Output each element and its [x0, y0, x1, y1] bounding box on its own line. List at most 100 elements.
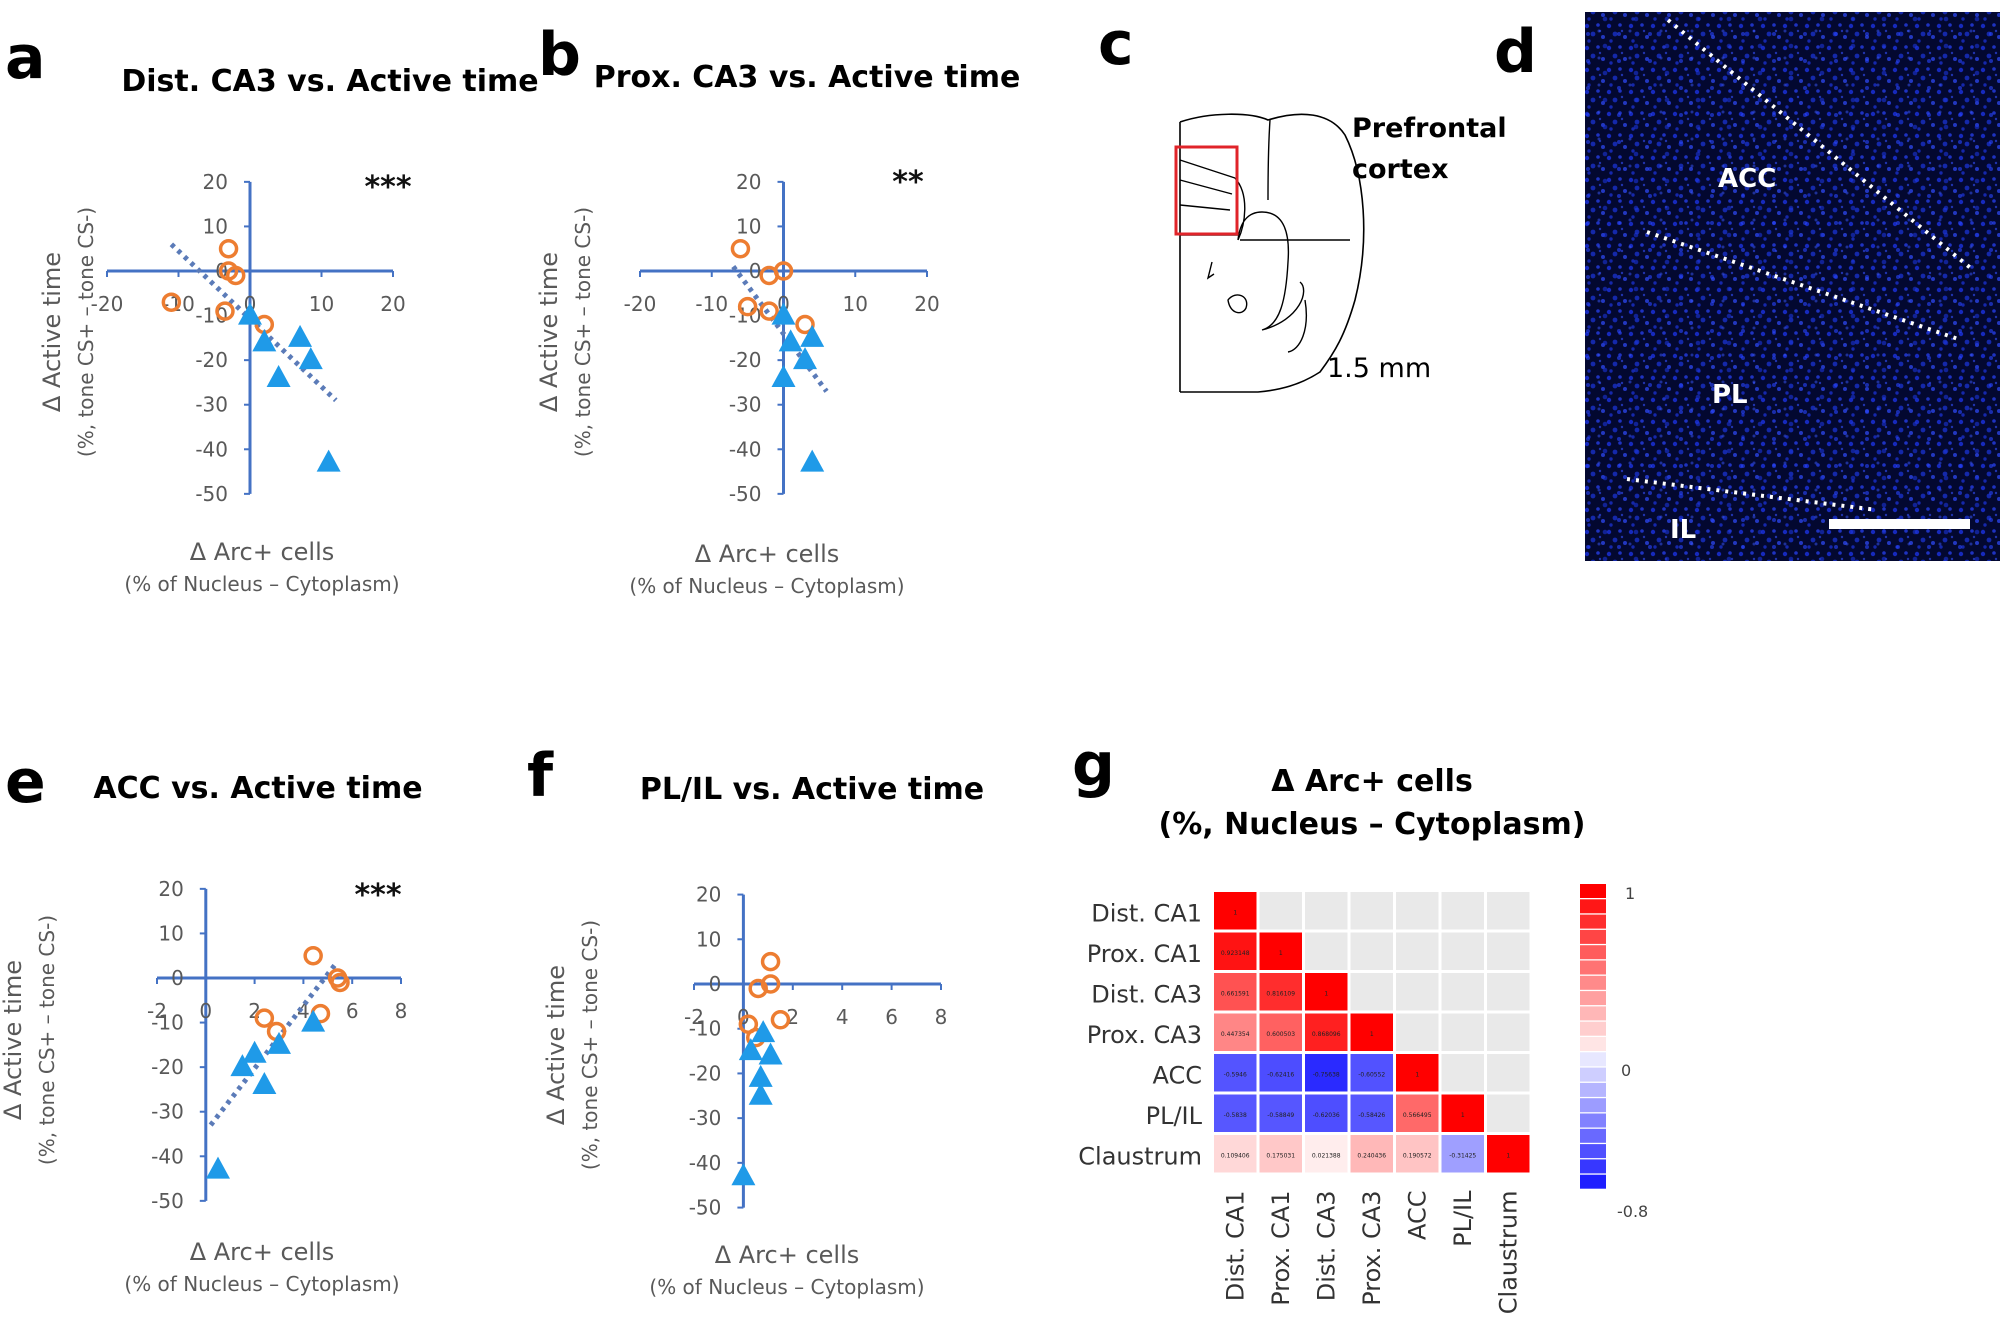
heatmap-cell-value: 1 — [1279, 950, 1283, 957]
x-tick-label: 8 — [935, 1005, 948, 1029]
x-axis-sublabel: (% of Nucleus – Cytoplasm) — [629, 574, 904, 598]
heatmap-cell — [1396, 973, 1439, 1011]
heatmap-cell-value: 0.566495 — [1403, 1112, 1432, 1119]
colorbar-swatch — [1580, 1067, 1606, 1082]
scatter-chart-a: Dist. CA3 vs. Active time***-20-10010202… — [38, 64, 539, 596]
heatmap-cell — [1441, 1054, 1484, 1092]
y-axis-label: Δ Active time — [542, 965, 570, 1125]
heatmap-cell — [1214, 1094, 1257, 1132]
data-point-triangle — [748, 1064, 773, 1087]
data-point-triangle — [230, 1054, 255, 1077]
heatmap-cell-value: 1 — [1506, 1152, 1510, 1159]
data-point-triangle — [266, 364, 291, 387]
heatmap-row-label: Dist. CA1 — [1091, 899, 1202, 927]
heatmap-cell-value: 0.190572 — [1403, 1152, 1432, 1159]
heatmap-cell — [1350, 1094, 1393, 1132]
brain-midline-notch — [1206, 261, 1215, 280]
colorbar-swatch — [1580, 1128, 1606, 1143]
heatmap-row-label: Prox. CA1 — [1087, 940, 1202, 968]
y-tick-label: -10 — [195, 304, 228, 328]
label-acc: ACC — [1718, 164, 1776, 194]
y-tick-label: -50 — [195, 482, 228, 506]
heatmap-cell — [1305, 1135, 1348, 1173]
x-axis-sublabel: (% of Nucleus – Cytoplasm) — [124, 1272, 399, 1296]
brain-ventricle — [1227, 294, 1248, 314]
scale-bar — [1829, 519, 1970, 529]
heatmap-cell-value: 0.600503 — [1266, 1031, 1295, 1038]
chart-title: Prox. CA3 vs. Active time — [594, 60, 1021, 95]
y-tick-label: -40 — [151, 1144, 184, 1168]
heatmap-cell — [1441, 1094, 1484, 1132]
y-axis-sublabel: (%, tone CS+ – tone CS-) — [578, 920, 602, 1170]
boundary-line-1 — [1666, 18, 1975, 272]
heatmap-cell-value: -0.58426 — [1358, 1112, 1385, 1119]
heatmap-cell-value: -0.62416 — [1267, 1071, 1294, 1078]
heatmap-cell — [1396, 1013, 1439, 1051]
heatmap-row-label: PL/IL — [1146, 1102, 1203, 1130]
heatmap-cell — [1259, 1054, 1302, 1092]
data-point-triangle — [267, 1031, 291, 1054]
heatmap-cell — [1487, 1094, 1530, 1132]
panel-label-g: g — [1072, 730, 1115, 800]
x-tick-label: 4 — [836, 1005, 849, 1029]
heatmap-cell — [1214, 973, 1257, 1011]
data-point-triangle — [316, 449, 341, 472]
colorbar-swatch — [1580, 929, 1606, 944]
x-tick-label: -20 — [91, 292, 124, 316]
heatmap-col-label: ACC — [1403, 1191, 1431, 1241]
data-point-triangle — [206, 1156, 230, 1179]
heatmap-cell-value: 1 — [1233, 909, 1237, 916]
heatmap-row-label: Dist. CA3 — [1091, 980, 1202, 1008]
x-tick-label: -2 — [147, 999, 167, 1023]
data-point-triangle — [301, 1009, 326, 1032]
heatmap-cell — [1441, 932, 1484, 970]
heatmap-cell-value: 1 — [1461, 1112, 1465, 1119]
heatmap-cell — [1396, 1054, 1439, 1092]
y-tick-label: -30 — [729, 393, 762, 417]
data-point-triangle — [731, 1163, 756, 1186]
micrograph-overlay — [1585, 12, 2000, 561]
data-point-circle — [218, 238, 239, 259]
trendline — [731, 265, 829, 393]
x-axis-sublabel: (% of Nucleus – Cytoplasm) — [124, 572, 399, 596]
y-tick-label: 20 — [158, 877, 183, 901]
heatmap-cell — [1214, 932, 1257, 970]
heatmap-cell — [1487, 973, 1530, 1011]
y-tick-label: -10 — [151, 1011, 184, 1035]
chart-title: ACC vs. Active time — [93, 771, 422, 806]
y-tick-label: -40 — [195, 437, 228, 461]
heatmap-cell-value: 0.661591 — [1221, 990, 1250, 997]
data-point-circle — [770, 1010, 791, 1030]
colorbar-label-max: 1 — [1625, 884, 1635, 903]
colorbar-swatch — [1580, 884, 1606, 898]
y-tick-label: 0 — [171, 966, 184, 990]
data-point-triangle — [288, 324, 313, 347]
y-tick-label: 10 — [203, 214, 228, 238]
x-tick-label: -10 — [695, 292, 728, 316]
colorbar-swatch — [1580, 914, 1606, 929]
heatmap-cell — [1441, 892, 1484, 930]
y-tick-label: -40 — [729, 437, 762, 461]
data-point-triangle — [298, 347, 323, 370]
x-tick-label: 20 — [380, 292, 405, 316]
data-point-triangle — [252, 329, 277, 352]
panel-label-b: b — [538, 20, 581, 90]
data-point-triangle — [793, 347, 818, 370]
data-point-circle — [254, 1008, 275, 1028]
x-axis-label: Δ Arc+ cells — [190, 538, 335, 566]
panel-label-c: c — [1098, 9, 1134, 79]
micrograph: ACC PL IL — [1585, 12, 2000, 561]
colorbar-label-mid: 0 — [1621, 1061, 1631, 1080]
x-axis-label: Δ Arc+ cells — [715, 1241, 860, 1269]
colorbar-swatch — [1580, 1174, 1606, 1189]
data-point-triangle — [771, 302, 796, 325]
heatmap-col-label: PL/IL — [1449, 1190, 1477, 1247]
brain-section-diagram: Prefrontal cortex 1.5 mm — [1174, 113, 1507, 393]
data-point-triangle — [738, 1038, 763, 1061]
heatmap-cell — [1214, 1135, 1257, 1173]
y-tick-label: 10 — [736, 214, 761, 238]
correlation-heatmap: Δ Arc+ cells (%, Nucleus – Cytoplasm) Di… — [1078, 764, 1648, 1314]
data-point-circle — [215, 301, 235, 321]
x-axis-label: Δ Arc+ cells — [695, 540, 840, 568]
data-point-circle — [330, 972, 350, 993]
